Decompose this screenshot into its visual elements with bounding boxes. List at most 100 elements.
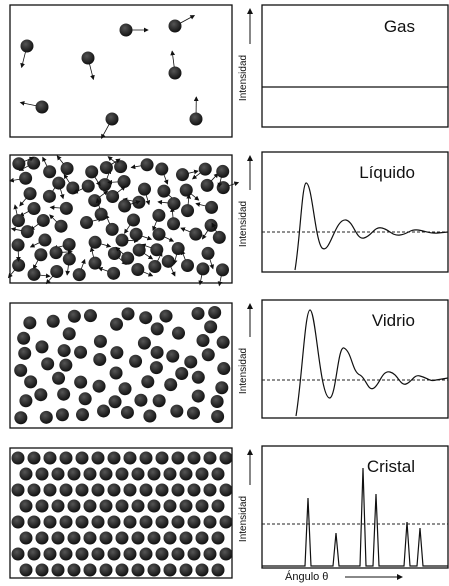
particle: [83, 467, 97, 481]
particle: [59, 451, 73, 465]
particle: [106, 189, 120, 203]
particle: [107, 266, 121, 280]
particle: [143, 409, 157, 423]
y-axis-label: Intensidad: [238, 55, 249, 101]
particle: [219, 515, 233, 529]
glass-plot-box: [261, 299, 449, 419]
particle: [107, 483, 121, 497]
particle: [196, 262, 210, 276]
particle: [50, 264, 64, 278]
particle: [129, 227, 143, 241]
velocity-arrow: [164, 236, 175, 242]
velocity-arrow: [124, 224, 131, 234]
particle: [43, 547, 57, 561]
particle: [38, 233, 52, 247]
particle: [18, 346, 32, 360]
particle: [196, 334, 210, 348]
particle-boxes: [7, 4, 240, 579]
particle: [211, 410, 225, 424]
velocity-arrow: [143, 253, 154, 260]
particle: [181, 259, 195, 273]
particle: [152, 208, 166, 222]
particle: [36, 213, 50, 227]
particle: [175, 366, 189, 380]
particle: [11, 238, 25, 252]
particle: [98, 178, 112, 192]
velocity-arrow: [172, 254, 178, 265]
particle: [205, 200, 219, 214]
liquid-plot-box: [261, 151, 449, 273]
particle: [43, 165, 57, 179]
particle: [67, 563, 81, 577]
particle: [51, 563, 65, 577]
particle: [123, 547, 137, 561]
particle: [51, 467, 65, 481]
particle: [203, 547, 217, 561]
particle: [155, 515, 169, 529]
velocity-arrow: [99, 190, 109, 198]
particle: [35, 100, 49, 114]
particle: [155, 547, 169, 561]
velocity-arrow: [13, 204, 19, 215]
particle: [187, 547, 201, 561]
particle: [59, 547, 73, 561]
particle: [67, 467, 81, 481]
particle: [11, 214, 25, 228]
particle: [91, 515, 105, 529]
particle: [171, 451, 185, 465]
particle: [171, 515, 185, 529]
particle: [118, 382, 132, 396]
particle: [81, 51, 95, 65]
particle: [93, 334, 107, 348]
velocity-arrow: [101, 124, 110, 140]
velocity-arrow: [157, 199, 169, 205]
particle: [168, 19, 182, 33]
particle: [59, 483, 73, 497]
particle: [19, 467, 33, 481]
panel-label: Gas: [384, 17, 415, 36]
particle: [11, 515, 25, 529]
velocity-arrow: [56, 155, 64, 165]
particle: [159, 309, 173, 323]
particle: [55, 408, 69, 422]
particle: [81, 179, 95, 193]
liquid-box: [9, 154, 233, 284]
particle: [208, 306, 222, 320]
particle: [12, 157, 26, 171]
velocity-arrow: [97, 266, 109, 272]
particle: [215, 381, 229, 395]
particle: [167, 217, 181, 231]
particle: [123, 515, 137, 529]
particle: [52, 176, 66, 190]
particle: [131, 531, 145, 545]
particle: [167, 197, 181, 211]
velocity-arrow: [130, 164, 142, 170]
particle: [35, 563, 49, 577]
velocity-arrow: [80, 258, 86, 270]
particle: [171, 326, 185, 340]
particle: [157, 184, 171, 198]
velocity-arrow: [29, 242, 40, 248]
particle: [11, 483, 25, 497]
velocity-arrow: [100, 243, 112, 248]
particle: [67, 499, 81, 513]
particle: [83, 309, 97, 323]
crystal-plot-box: [261, 445, 449, 569]
particle: [140, 158, 154, 172]
velocity-arrow: [24, 156, 35, 162]
particle: [191, 307, 205, 321]
particle: [99, 161, 113, 175]
particle: [132, 243, 146, 257]
particle: [75, 451, 89, 465]
particle: [149, 361, 163, 375]
particle: [51, 499, 65, 513]
particle: [67, 531, 81, 545]
particle: [191, 370, 205, 384]
particle: [54, 219, 68, 233]
particle: [139, 451, 153, 465]
particle: [20, 39, 34, 53]
particle: [212, 230, 226, 244]
particle: [59, 201, 73, 215]
particle: [147, 531, 161, 545]
crystal-curve: [262, 467, 448, 567]
